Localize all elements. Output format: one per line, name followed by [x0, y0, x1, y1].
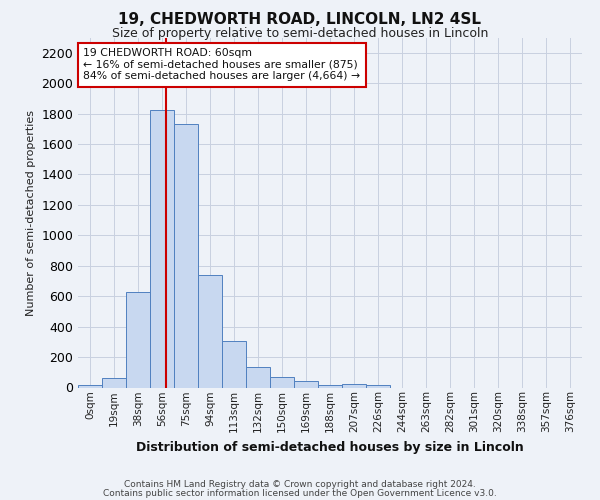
- Text: Contains HM Land Registry data © Crown copyright and database right 2024.: Contains HM Land Registry data © Crown c…: [124, 480, 476, 489]
- Bar: [78, 385, 102, 388]
- Bar: [174, 124, 198, 388]
- Bar: [102, 378, 126, 388]
- Bar: [294, 380, 318, 388]
- Bar: [342, 384, 366, 388]
- Bar: [126, 292, 150, 388]
- Text: Size of property relative to semi-detached houses in Lincoln: Size of property relative to semi-detach…: [112, 28, 488, 40]
- Text: 19 CHEDWORTH ROAD: 60sqm
← 16% of semi-detached houses are smaller (875)
84% of : 19 CHEDWORTH ROAD: 60sqm ← 16% of semi-d…: [83, 48, 360, 81]
- Bar: [198, 275, 222, 388]
- Bar: [150, 110, 174, 388]
- Bar: [318, 385, 342, 388]
- Bar: [222, 341, 246, 388]
- Text: 19, CHEDWORTH ROAD, LINCOLN, LN2 4SL: 19, CHEDWORTH ROAD, LINCOLN, LN2 4SL: [119, 12, 482, 28]
- Text: Contains public sector information licensed under the Open Government Licence v3: Contains public sector information licen…: [103, 488, 497, 498]
- Bar: [246, 367, 270, 388]
- Y-axis label: Number of semi-detached properties: Number of semi-detached properties: [26, 110, 36, 316]
- X-axis label: Distribution of semi-detached houses by size in Lincoln: Distribution of semi-detached houses by …: [136, 440, 524, 454]
- Bar: [366, 385, 390, 388]
- Bar: [270, 377, 294, 388]
